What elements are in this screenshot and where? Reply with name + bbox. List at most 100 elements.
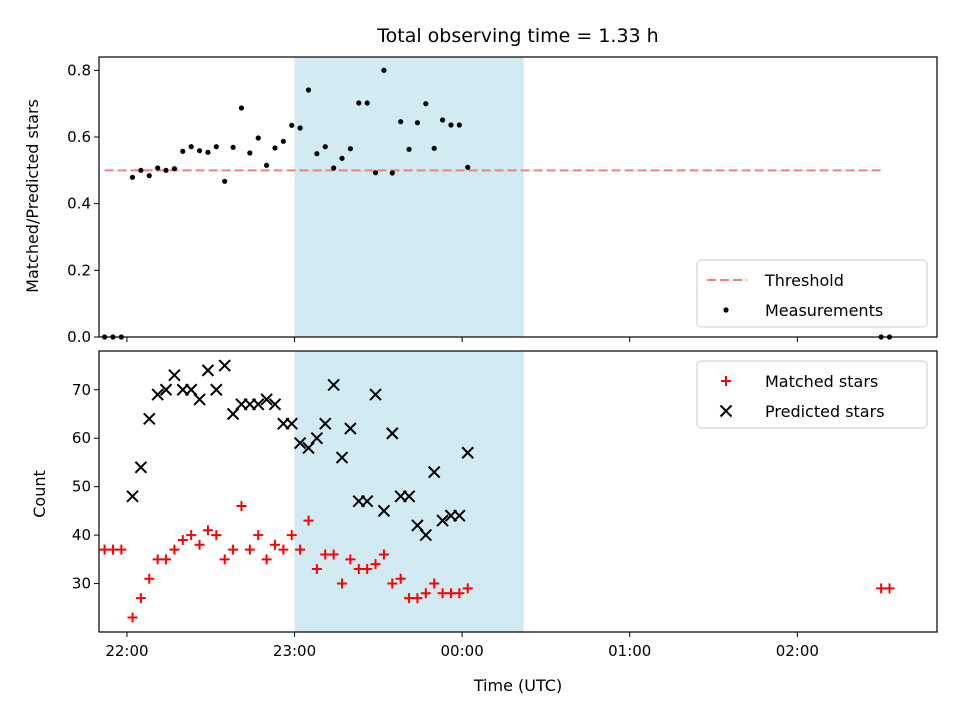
predicted-stars-point — [377, 504, 391, 518]
measurements-point — [171, 166, 178, 172]
matched-stars-point — [286, 530, 297, 541]
y-tick-label: 40 — [72, 526, 91, 544]
measurements-point — [213, 144, 219, 150]
measurements-point — [264, 162, 270, 168]
measurements-point — [372, 170, 379, 176]
measurements-point — [448, 122, 454, 128]
x-tick-label: 01:00 — [608, 642, 651, 660]
legend-matched-stars-swatch — [721, 376, 731, 386]
predicted-stars-point — [151, 388, 164, 401]
x-tick-label: 00:00 — [441, 642, 484, 660]
measurements-point — [230, 144, 236, 150]
measurements-point — [331, 165, 337, 171]
matched-stars-point — [186, 530, 197, 541]
predicted-stars-point — [210, 383, 223, 396]
measurements-point — [238, 105, 245, 111]
matched-stars-point — [269, 539, 280, 550]
predicted-stars-point — [335, 451, 349, 464]
measurements-point — [381, 67, 387, 73]
predicted-stars-point — [293, 436, 307, 450]
matched-stars-point — [362, 564, 373, 575]
predicted-stars-point — [427, 465, 441, 479]
measurements-point — [356, 100, 362, 106]
measurements-point — [305, 87, 312, 93]
matched-stars-point — [99, 544, 110, 555]
legend-label: Threshold — [764, 271, 844, 290]
measurements-point — [886, 334, 893, 340]
measurements-point — [339, 155, 345, 161]
measurements-point — [129, 174, 136, 180]
predicted-stars-point — [168, 369, 181, 382]
matched-stars-point — [194, 539, 205, 550]
measurements-point — [322, 144, 328, 150]
legend-label: Matched stars — [765, 372, 878, 391]
legend-measurements-swatch — [723, 307, 729, 313]
legend-box — [696, 259, 928, 328]
y-tick-label: 0.4 — [67, 195, 91, 213]
measurements-point — [297, 125, 303, 131]
matched-stars-point — [295, 544, 306, 555]
measurements-point — [398, 119, 404, 125]
y-tick-label: 60 — [72, 429, 91, 447]
legend: Threshold Measurements — [696, 259, 928, 328]
y-tick-label: 70 — [72, 381, 91, 399]
y-tick-label: 0.0 — [67, 328, 91, 346]
measurements-point — [347, 146, 353, 152]
matched-stars-point — [144, 573, 155, 584]
matched-stars-point — [328, 549, 339, 560]
predicted-stars-point — [134, 461, 148, 474]
highlight-span — [294, 57, 524, 337]
matched-stars-point — [337, 578, 348, 589]
measurements-point — [431, 145, 437, 151]
predicted-stars-point — [126, 490, 139, 503]
matched-stars-point — [462, 583, 473, 594]
measurements-point — [389, 170, 395, 176]
measurements-point — [163, 167, 169, 173]
predicted-stars-point — [369, 388, 382, 401]
matched-stars-point — [420, 588, 431, 599]
predicted-stars-point — [268, 398, 282, 411]
matched-stars-point — [161, 554, 172, 565]
matched-stars-point — [429, 578, 440, 589]
legend-label: Predicted stars — [765, 402, 885, 421]
predicted-stars-point — [159, 383, 173, 396]
predicted-stars-point — [201, 364, 215, 377]
predicted-stars-point — [344, 422, 357, 435]
axes-frame — [98, 56, 938, 338]
matched-stars-point — [378, 549, 389, 560]
matched-stars-point — [311, 564, 322, 575]
measurements-point — [155, 165, 161, 171]
measurements-point — [414, 120, 421, 126]
predicted-stars-point — [402, 490, 416, 503]
x-tick-label: 22:00 — [105, 642, 148, 660]
measurements-point — [314, 151, 320, 157]
matched-stars-point — [454, 588, 465, 599]
matched-stars-point — [884, 583, 895, 594]
measurements-point — [289, 122, 295, 128]
matched-stars-point — [437, 588, 448, 599]
matched-stars-point — [211, 530, 222, 541]
y-tick-label: 0.8 — [67, 61, 91, 79]
measurements-point — [423, 101, 429, 107]
bottom-y-axis-label: Count — [30, 470, 49, 518]
matched-stars-point — [253, 530, 264, 541]
predicted-stars-point — [453, 509, 466, 522]
top-panel: 0.0 0.2 0.4 0.6 0.8 Threshold Measurements — [67, 56, 938, 346]
bottom-panel: 30 40 50 60 70 22:00 23:00 00:00 01:00 02:00 Match… — [72, 350, 938, 660]
matched-stars-point — [219, 554, 230, 565]
highlight-span — [294, 351, 524, 632]
legend: Matched stars Predicted stars — [696, 360, 928, 429]
matched-stars-point — [228, 544, 239, 555]
measurements-point — [188, 144, 194, 150]
predicted-stars-point — [436, 514, 449, 527]
matched-stars-point — [876, 583, 887, 594]
measurements-point — [110, 334, 116, 340]
y-tick-label: 30 — [72, 575, 91, 593]
chart-title: Total observing time = 1.33 h — [376, 25, 658, 47]
matched-stars-point — [107, 544, 118, 555]
matched-stars-point — [236, 501, 247, 512]
predicted-stars-point — [260, 393, 273, 406]
measurements-point — [878, 334, 884, 340]
measurements-point — [255, 135, 261, 141]
y-tick-label: 0.2 — [67, 261, 91, 279]
